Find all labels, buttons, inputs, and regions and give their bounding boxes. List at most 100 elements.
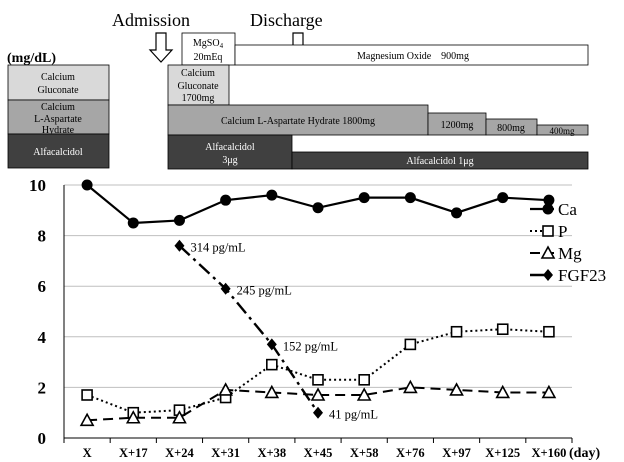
- series-fgf23: [174, 239, 323, 419]
- x-unit-label: (day): [569, 446, 600, 461]
- x-tick-label: X: [83, 446, 92, 460]
- x-tick-label: X+125: [485, 446, 520, 460]
- data-point: [543, 194, 555, 206]
- gridlines: [64, 184, 572, 439]
- data-point: [356, 387, 372, 401]
- data-point: [404, 338, 417, 351]
- data-point: [540, 245, 556, 259]
- data-point: [310, 387, 326, 401]
- y-tick-label: 8: [38, 227, 47, 246]
- data-point: [312, 374, 324, 386]
- x-tick-label: X+160: [531, 446, 566, 460]
- pre-calcium-gluconate-line2: Gluconate: [37, 85, 79, 96]
- data-point: [264, 384, 280, 399]
- x-tick-label: X+45: [304, 446, 333, 460]
- fgf23-value-label: 152 pg/mL: [283, 339, 338, 353]
- data-point: [172, 410, 187, 424]
- data-point: [450, 325, 463, 338]
- magnesium-oxide-label: Magnesium Oxide 900mg: [357, 51, 469, 62]
- calcium-aspartate-bar-1800: [167, 104, 429, 136]
- calcium-aspartate-bar-400: [536, 124, 589, 136]
- data-point: [451, 207, 463, 219]
- calcium-gluconate-line1: Calcium: [181, 68, 215, 79]
- x-tick-label: X+24: [165, 446, 194, 460]
- y-tick-labels: 0 2 4 6 8 10: [29, 176, 47, 448]
- data-point: [81, 389, 93, 401]
- admission-label: Admission: [112, 10, 190, 30]
- data-point: [403, 379, 418, 394]
- data-point: [218, 382, 233, 396]
- data-point: [497, 192, 509, 204]
- legend-label: Mg: [558, 244, 582, 263]
- data-point: [81, 179, 93, 191]
- fgf23-value-label: 41 pg/mL: [329, 408, 378, 422]
- y-tick-label: 2: [38, 378, 47, 397]
- mgso4-line1: MgSO4: [193, 38, 224, 50]
- x-tick-label: X+31: [211, 446, 240, 460]
- legend-item-mg: Mg: [530, 244, 582, 263]
- x-tick-label: X+58: [350, 446, 379, 460]
- series-line: [87, 386, 549, 422]
- data-point: [220, 194, 232, 206]
- data-point: [541, 384, 557, 399]
- data-point: [358, 374, 370, 386]
- fgf23-value-label: 245 pg/mL: [237, 284, 292, 298]
- series-mg: [79, 379, 557, 427]
- pre-calcium-aspartate-line1: Calcium: [41, 102, 75, 113]
- series-line: [86, 328, 549, 414]
- alfacalcidol-3ug-line2: 3μg: [222, 155, 237, 166]
- pre-alfacalcidol-label: Alfacalcidol: [33, 147, 83, 158]
- data-point: [404, 192, 416, 204]
- alfacalcidol-1ug-label: Alfacalcidol 1μg: [406, 156, 473, 167]
- legend-item-fgf23: FGF23: [530, 266, 606, 285]
- data-point: [266, 338, 277, 351]
- pre-calcium-aspartate-line2: L-Aspartate: [34, 114, 82, 125]
- x-tick-label: X+76: [396, 446, 425, 460]
- legend-label: Ca: [558, 200, 577, 219]
- data-point: [543, 269, 553, 281]
- data-point: [542, 225, 554, 237]
- treatment-regimen: MgSO4 20mEq Magnesium Oxide 900mg Calciu…: [167, 32, 589, 170]
- mgso4-line2: 20mEq: [194, 52, 223, 63]
- calcium-aspartate-1200-label: 1200mg: [441, 120, 474, 131]
- series-ca: [81, 179, 555, 229]
- series-line: [178, 244, 319, 414]
- y-tick-label: 4: [38, 328, 47, 347]
- y-tick-label: 0: [38, 429, 47, 448]
- data-point: [79, 412, 95, 427]
- data-point: [542, 203, 554, 215]
- calcium-gluconate-line3: 1700mg: [182, 93, 215, 104]
- calcium-aspartate-400-label: 400mg: [549, 126, 575, 136]
- data-point: [543, 325, 555, 338]
- data-point: [449, 382, 464, 396]
- data-point: [358, 192, 370, 204]
- x-tick-label: X+17: [119, 446, 148, 460]
- mgso4-box: [181, 32, 236, 66]
- y-tick-label: 10: [29, 176, 46, 195]
- legend: Ca P Mg FGF23: [530, 200, 606, 285]
- x-tick-label: X+38: [257, 446, 286, 460]
- calcium-gluconate-box: [167, 64, 230, 106]
- data-series: [79, 179, 557, 427]
- magnesium-oxide-bar: [234, 44, 589, 66]
- pre-calcium-gluconate-box: [7, 64, 110, 101]
- pre-alfacalcidol-box: [7, 133, 110, 169]
- legend-item-ca: Ca: [530, 200, 577, 219]
- x-tick-labels: X X+17 X+24 X+31 X+38 X+45 X+58 X+76 X+97 X+125 X+…: [63, 438, 573, 460]
- x-tick-label: X+97: [442, 446, 471, 460]
- calcium-gluconate-line2: Gluconate: [177, 81, 219, 92]
- admission-arrow: [148, 32, 174, 63]
- data-point: [173, 214, 185, 226]
- data-point: [174, 239, 185, 252]
- series-p: [81, 323, 555, 419]
- legend-label: FGF23: [558, 266, 606, 285]
- y-tick-label: 6: [38, 277, 47, 296]
- data-point: [313, 406, 323, 419]
- data-point: [312, 202, 324, 214]
- legend-item-p: P: [530, 222, 567, 241]
- data-point: [495, 384, 511, 399]
- discharge-label: Discharge: [250, 10, 323, 30]
- pre-calcium-aspartate-line3: Hydrate: [42, 125, 75, 136]
- calcium-aspartate-800-label: 800mg: [497, 123, 525, 134]
